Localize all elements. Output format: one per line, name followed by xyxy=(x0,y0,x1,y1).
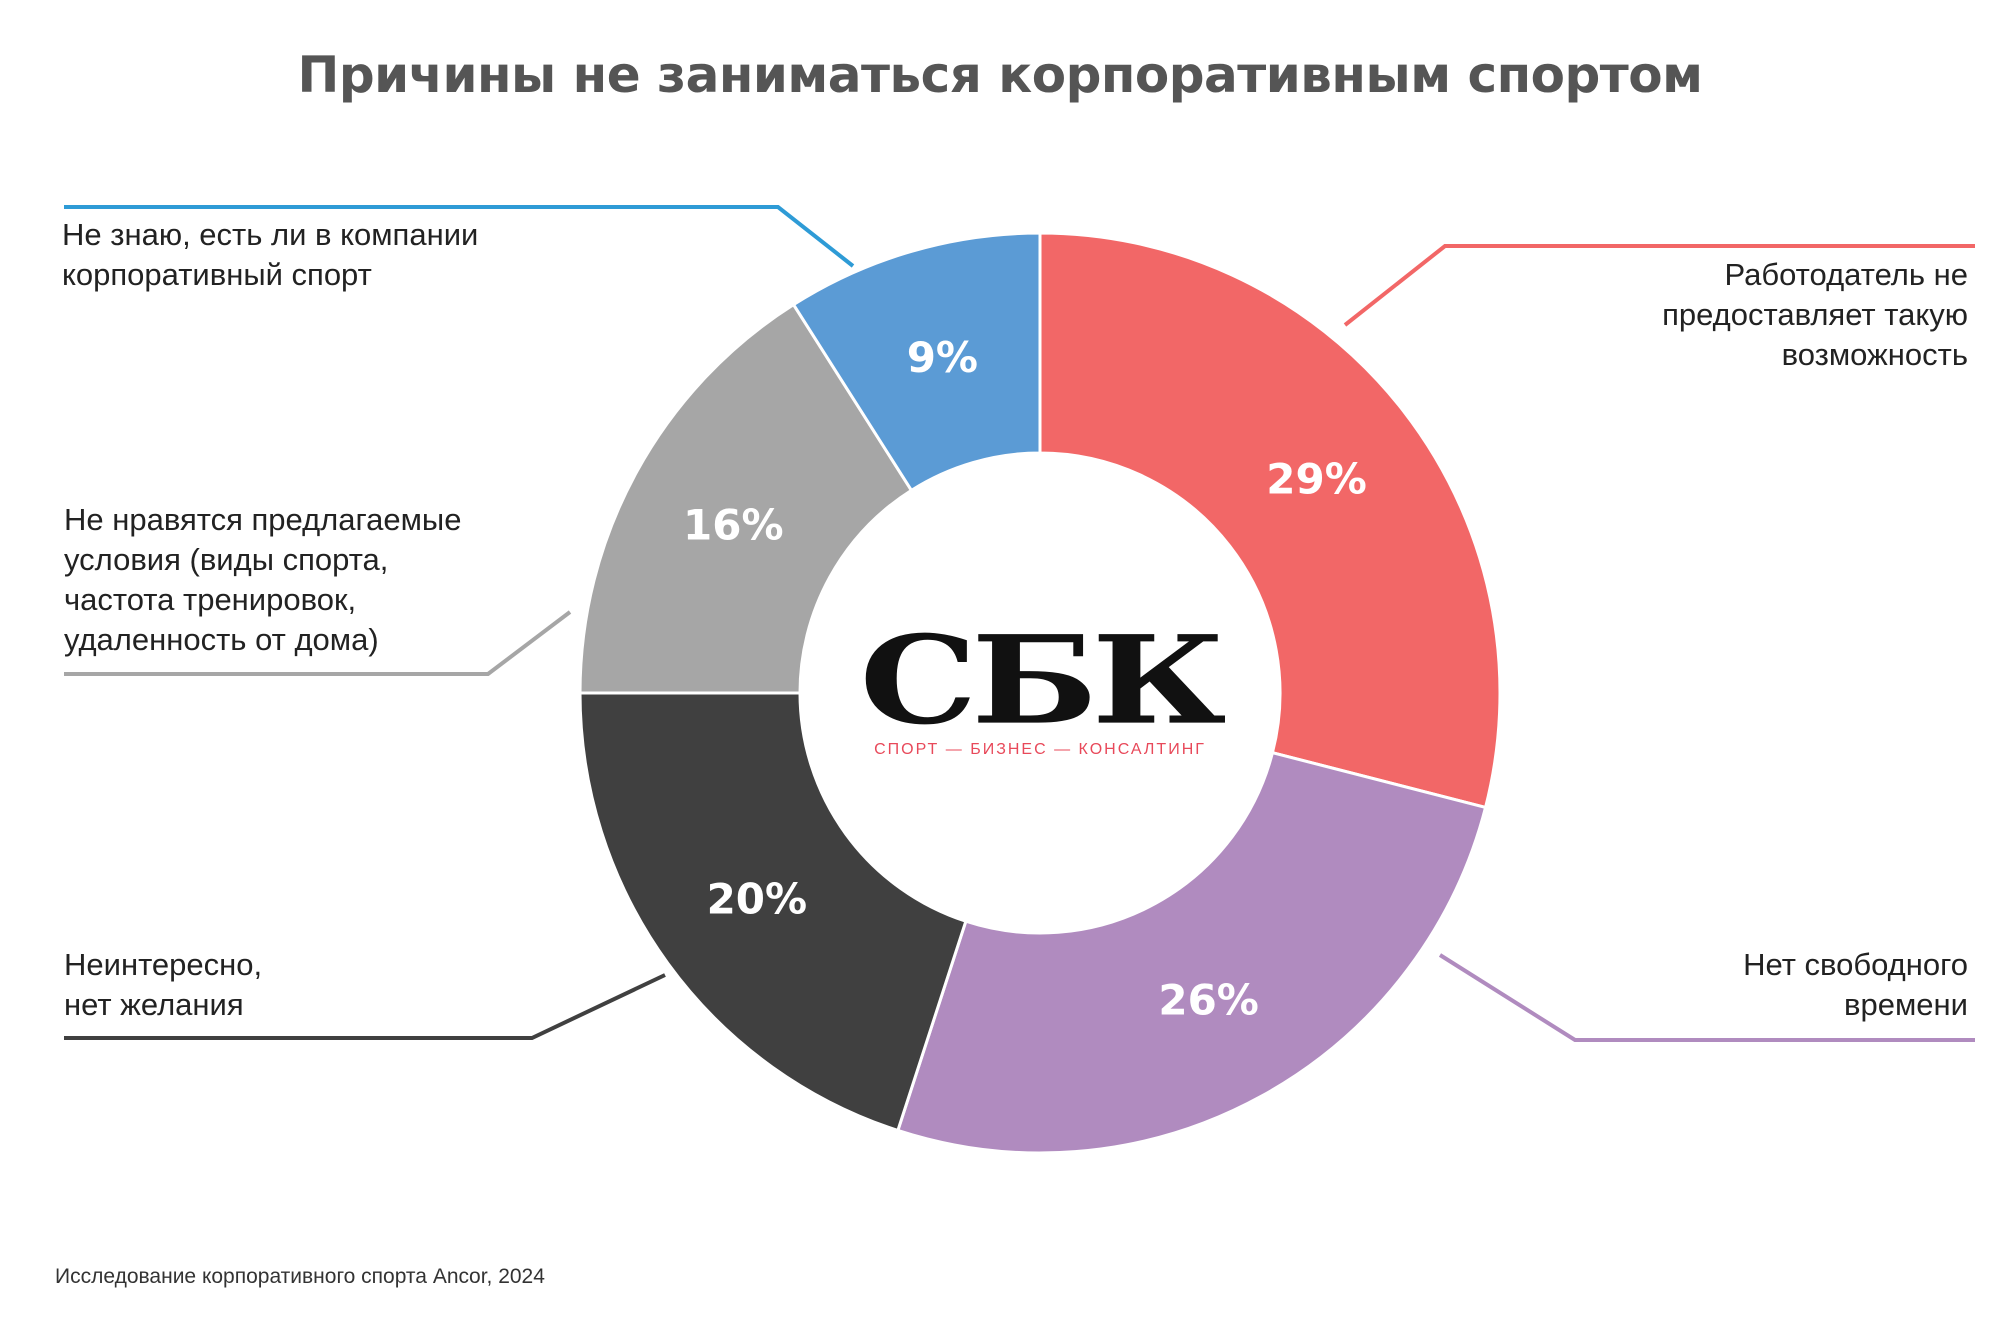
source-note: Исследование корпоративного спорта Ancor… xyxy=(55,1265,545,1288)
slice-value-label-unknown: 9% xyxy=(907,333,978,382)
leader-line-conditions xyxy=(64,610,572,676)
slice-value-label-no-time: 26% xyxy=(1158,976,1259,1025)
leader-line-unknown xyxy=(64,205,855,268)
category-label-not-interested: Неинтересно, нет желания xyxy=(64,947,263,1022)
category-label-no-time: Нет свободного времени xyxy=(1743,947,1968,1022)
donut-slice-no-time xyxy=(895,750,1488,1155)
logo-mark: СБК xyxy=(859,608,1227,752)
category-label-unknown: Не знаю, есть ли в компании корпоративны… xyxy=(62,217,479,292)
slice-value-label-not-interested: 20% xyxy=(707,875,808,924)
leader-line-no-time xyxy=(1438,953,1975,1042)
category-label-conditions: Не нравятся предлагаемые условия (виды с… xyxy=(64,502,462,657)
donut-slice-conditions xyxy=(578,302,914,695)
donut-slice-unknown xyxy=(791,231,1042,493)
leader-line-not-interested xyxy=(64,973,666,1040)
category-label-employer: Работодатель не предоставляет такую возм… xyxy=(1662,257,1968,372)
donut-slice-not-interested xyxy=(578,691,968,1133)
sbk-logo: СБК СПОРТ — БИЗНЕС — КОНСАЛТИНГ xyxy=(830,605,1250,785)
slice-value-label-conditions: 16% xyxy=(683,500,784,549)
leader-line-employer xyxy=(1343,244,1975,327)
slice-value-label-employer: 29% xyxy=(1266,454,1367,503)
chart-title: Причины не заниматься корпоративным спор… xyxy=(297,46,1703,104)
donut-slice-employer xyxy=(1038,231,1502,810)
logo-tagline: СПОРТ — БИЗНЕС — КОНСАЛТИНГ xyxy=(874,741,1206,758)
